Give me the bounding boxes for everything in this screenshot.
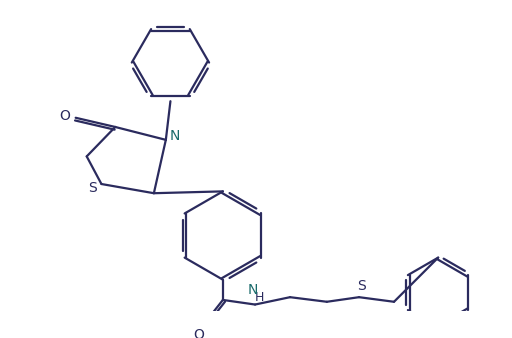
Text: N: N xyxy=(170,129,180,143)
Text: O: O xyxy=(194,328,204,338)
Text: S: S xyxy=(357,279,366,293)
Text: H: H xyxy=(255,291,264,304)
Text: O: O xyxy=(59,109,70,123)
Text: S: S xyxy=(88,181,97,195)
Text: N: N xyxy=(247,283,258,297)
